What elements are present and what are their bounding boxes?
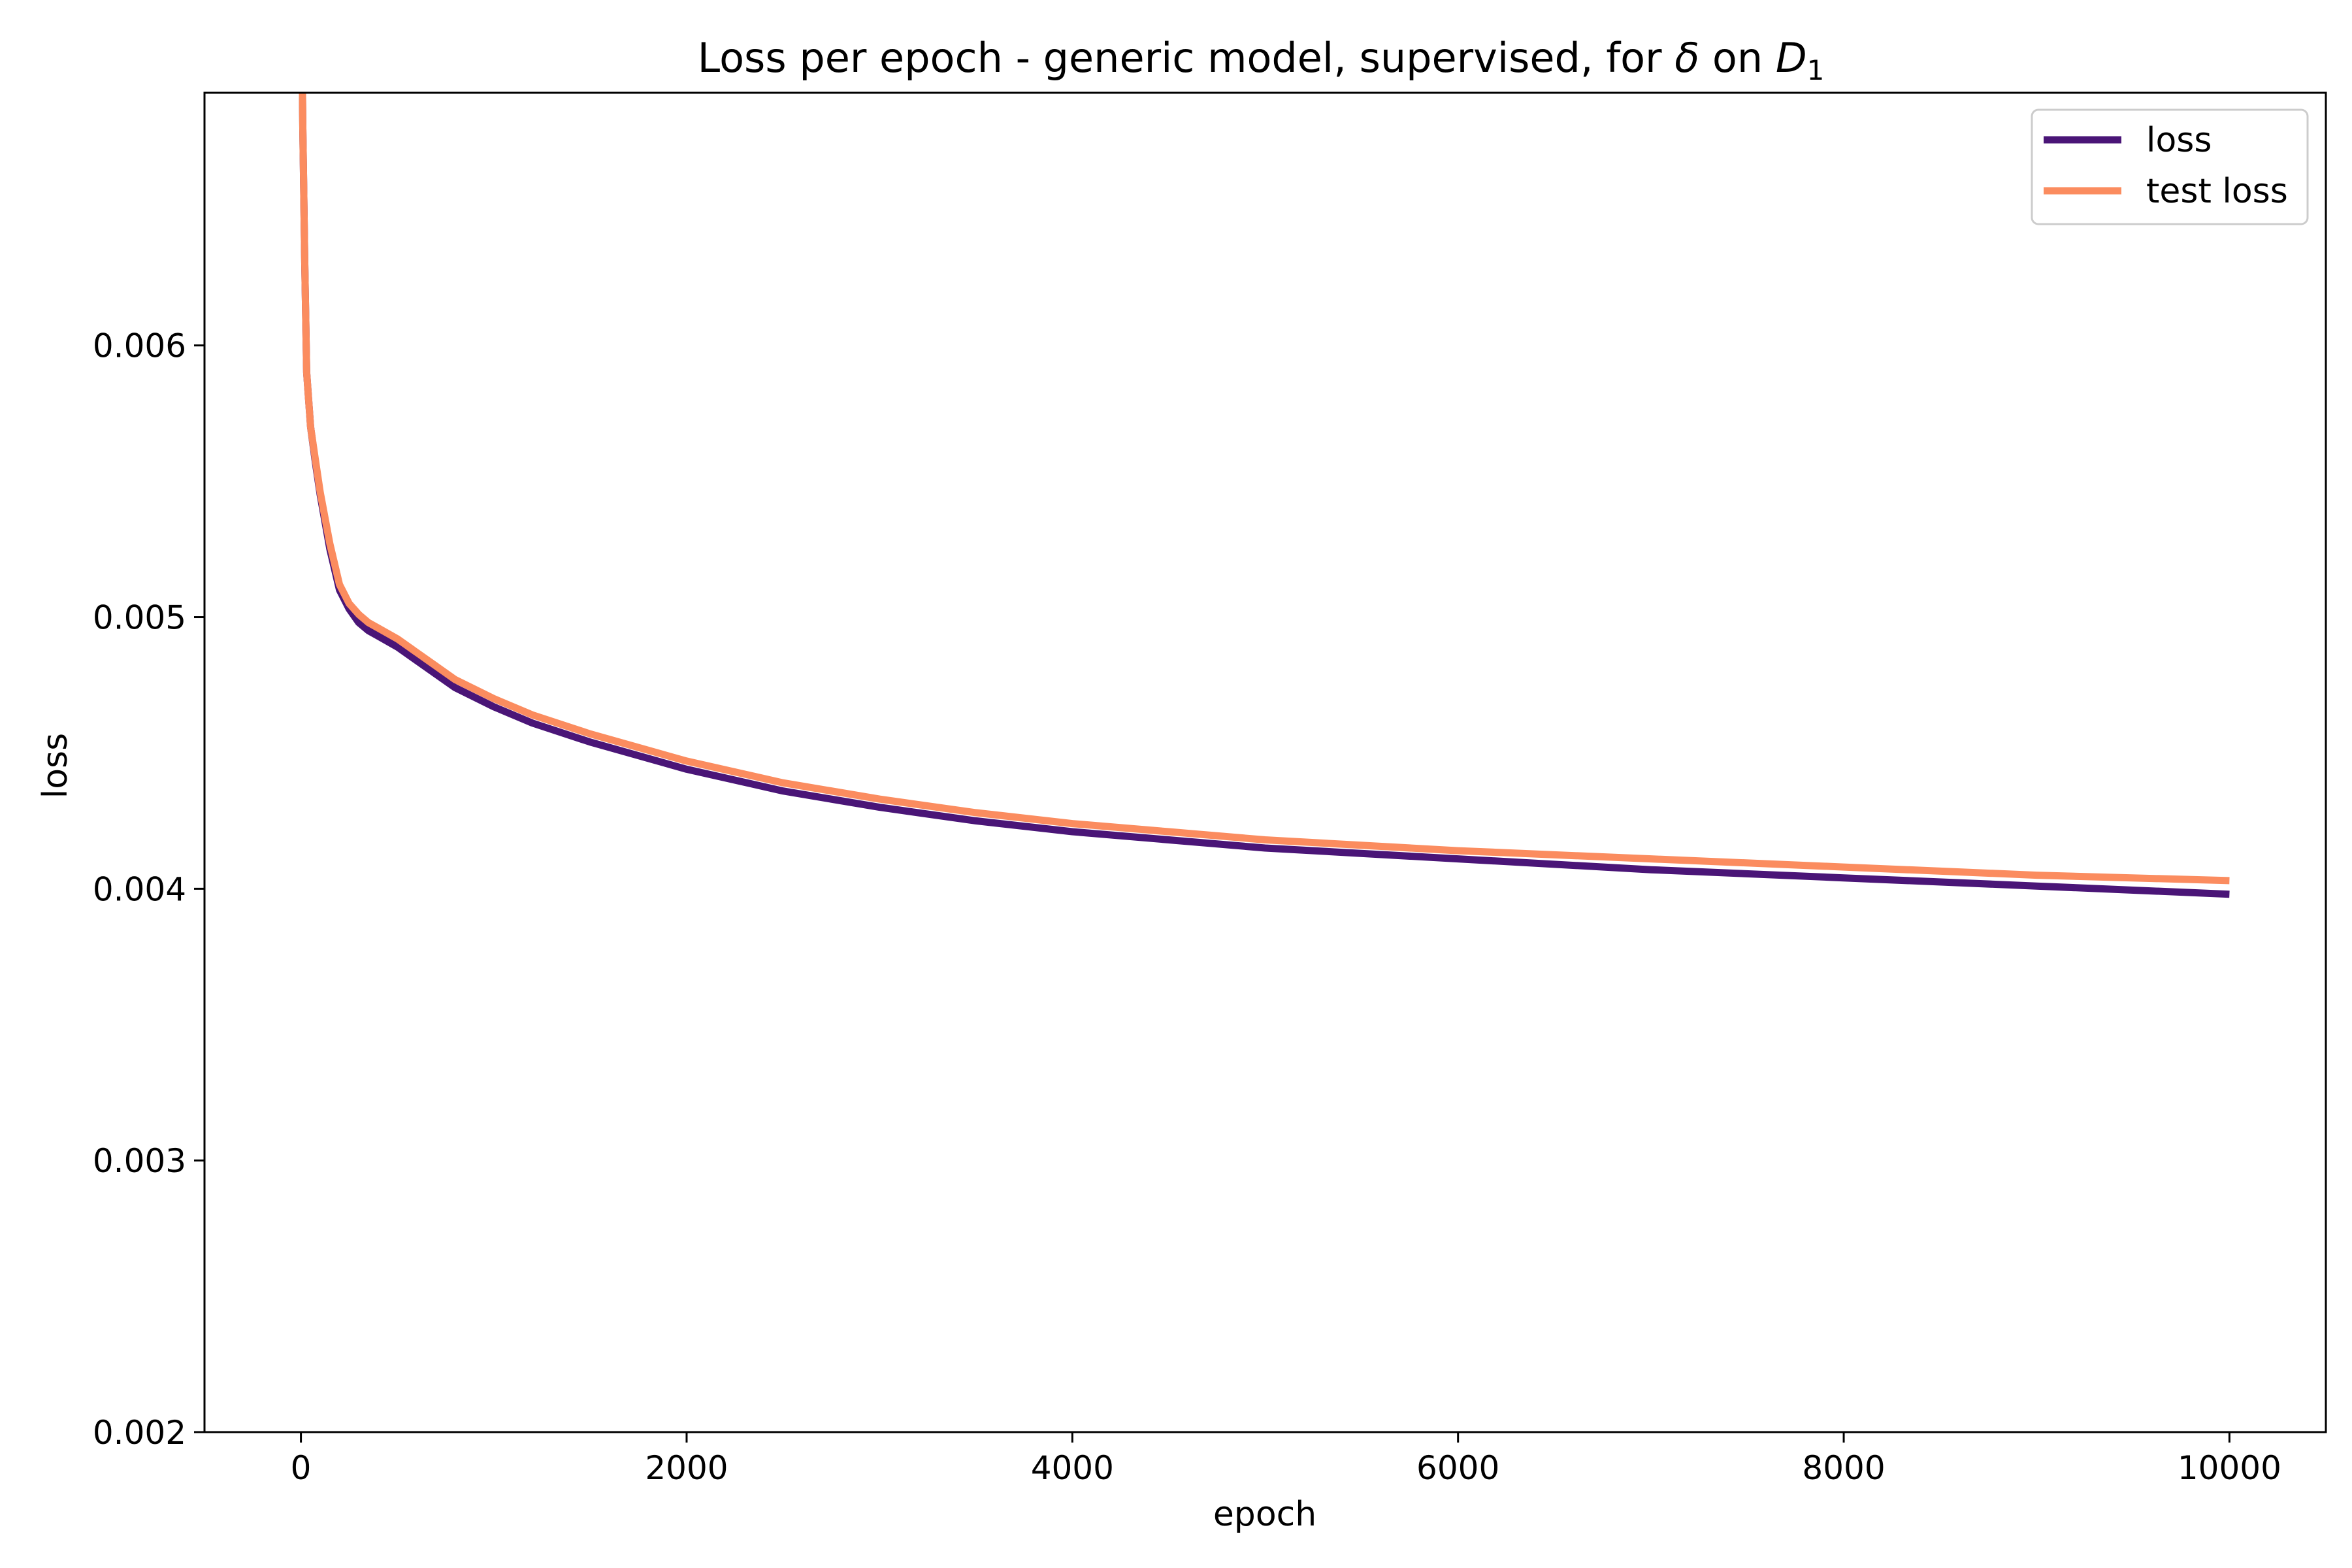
legend-label-test-loss: test loss <box>2146 172 2288 211</box>
y-tick-label: 0.003 <box>93 1142 186 1180</box>
chart-title-delta: δ <box>1674 34 1699 82</box>
chart-title-mid: on <box>1699 34 1776 82</box>
x-tick-label: 4000 <box>1031 1449 1114 1487</box>
x-tick-label: 0 <box>291 1449 312 1487</box>
y-tick-label: 0.002 <box>93 1414 186 1452</box>
x-axis-label: epoch <box>1213 1495 1316 1534</box>
plot-area-frame <box>203 91 2327 1433</box>
legend-label-loss: loss <box>2146 121 2212 160</box>
y-axis-ticks: 0.002 0.003 0.004 0.005 0.006 <box>93 327 204 1452</box>
chart-title: Loss per epoch - generic model, supervis… <box>698 34 1825 86</box>
chart-title-subscript: 1 <box>1807 54 1825 86</box>
chart-title-d: D <box>1776 34 1807 82</box>
chart-title-prefix: Loss per epoch - generic model, supervis… <box>698 34 1675 82</box>
y-tick-label: 0.005 <box>93 599 186 637</box>
y-tick-label: 0.004 <box>93 870 186 908</box>
series-layer <box>299 93 2230 898</box>
x-tick-label: 10000 <box>2178 1449 2281 1487</box>
legend: loss test loss <box>2031 108 2309 225</box>
y-tick-label: 0.006 <box>93 327 186 365</box>
y-axis-label: loss <box>36 733 75 798</box>
series-line-test-loss <box>299 93 2230 885</box>
x-tick-label: 2000 <box>645 1449 728 1487</box>
x-axis-ticks: 0 2000 4000 6000 8000 10000 <box>291 1432 2281 1487</box>
x-tick-label: 6000 <box>1416 1449 1499 1487</box>
x-tick-label: 8000 <box>1802 1449 1885 1487</box>
